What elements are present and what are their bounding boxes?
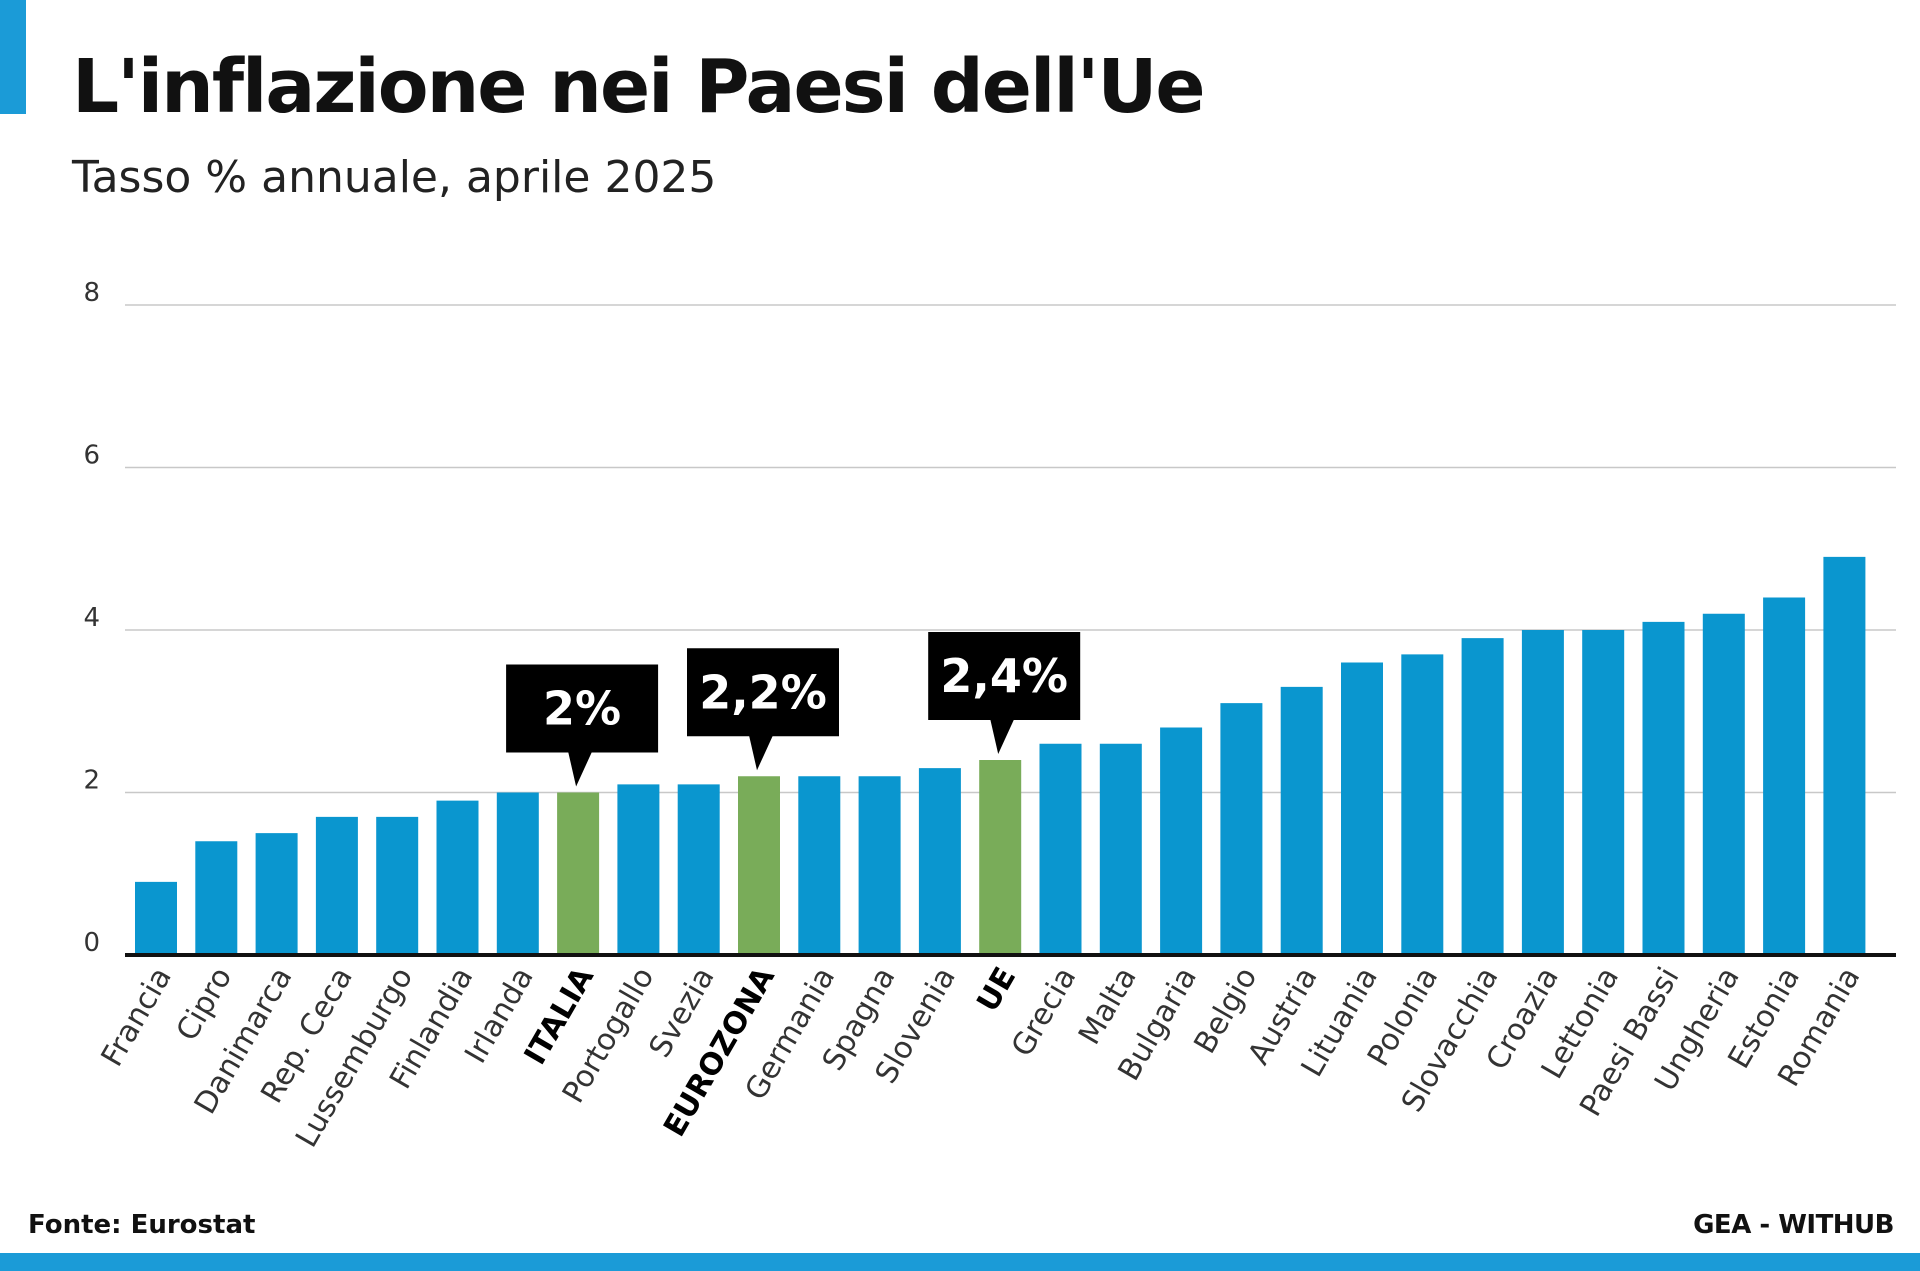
source-note: Fonte: Eurostat (28, 1210, 256, 1240)
bar (376, 816, 419, 955)
y-axis-ticks: 0 2 4 6 8 (83, 278, 100, 958)
callouts: 2% 2,2% 2,4% (506, 632, 1081, 787)
bar (1160, 727, 1203, 955)
x-tick-label: Francia (95, 962, 179, 1073)
bar (617, 784, 660, 955)
bar (979, 760, 1022, 955)
bar (1763, 597, 1806, 955)
bar (1702, 613, 1745, 955)
bar (677, 784, 720, 955)
y-tick-label: 0 (83, 928, 100, 958)
bar (918, 768, 961, 955)
bar (858, 776, 901, 955)
callout-label: 2% (543, 682, 621, 736)
bar (1461, 638, 1504, 955)
bar (1039, 743, 1082, 955)
accent-bar (0, 0, 26, 114)
callout-pointer (990, 719, 1015, 754)
bar (315, 816, 358, 955)
y-tick-label: 6 (83, 441, 100, 471)
bottom-bar (0, 1253, 1920, 1271)
chart-subtitle: Tasso % annuale, aprile 2025 (72, 152, 717, 203)
bar (738, 776, 780, 955)
callout-box (506, 664, 659, 753)
y-tick-label: 4 (83, 603, 100, 633)
callout-box (687, 648, 839, 737)
bar (557, 792, 600, 955)
bar (135, 881, 177, 955)
callout: 2,4% (928, 632, 1081, 754)
bar (1823, 556, 1866, 955)
callout-box (928, 632, 1081, 720)
y-tick-label: 8 (83, 278, 100, 308)
chart-title: L'inflazione nei Paesi dell'Ue (72, 44, 1206, 130)
bar (496, 792, 539, 955)
bar (1521, 630, 1564, 955)
bar (195, 841, 238, 955)
bar (1220, 703, 1263, 955)
x-tick-label: UE (970, 962, 1023, 1018)
callout-label: 2,2% (699, 665, 827, 719)
bar (255, 833, 298, 955)
bar (1099, 743, 1142, 955)
y-tick-label: 2 (83, 766, 100, 796)
callout: 2% (506, 664, 659, 787)
bar (798, 776, 841, 955)
bar (1642, 621, 1685, 955)
bar (1401, 654, 1444, 955)
callout-pointer (568, 751, 593, 787)
bar (1341, 662, 1383, 955)
bar (1582, 630, 1625, 955)
callout-pointer (749, 735, 773, 771)
bars (135, 556, 1866, 955)
callout-label: 2,4% (940, 649, 1068, 703)
bar (436, 800, 479, 955)
credit-note: GEA - WITHUB (1693, 1210, 1894, 1240)
bar (1280, 686, 1323, 955)
callout: 2,2% (687, 648, 839, 771)
